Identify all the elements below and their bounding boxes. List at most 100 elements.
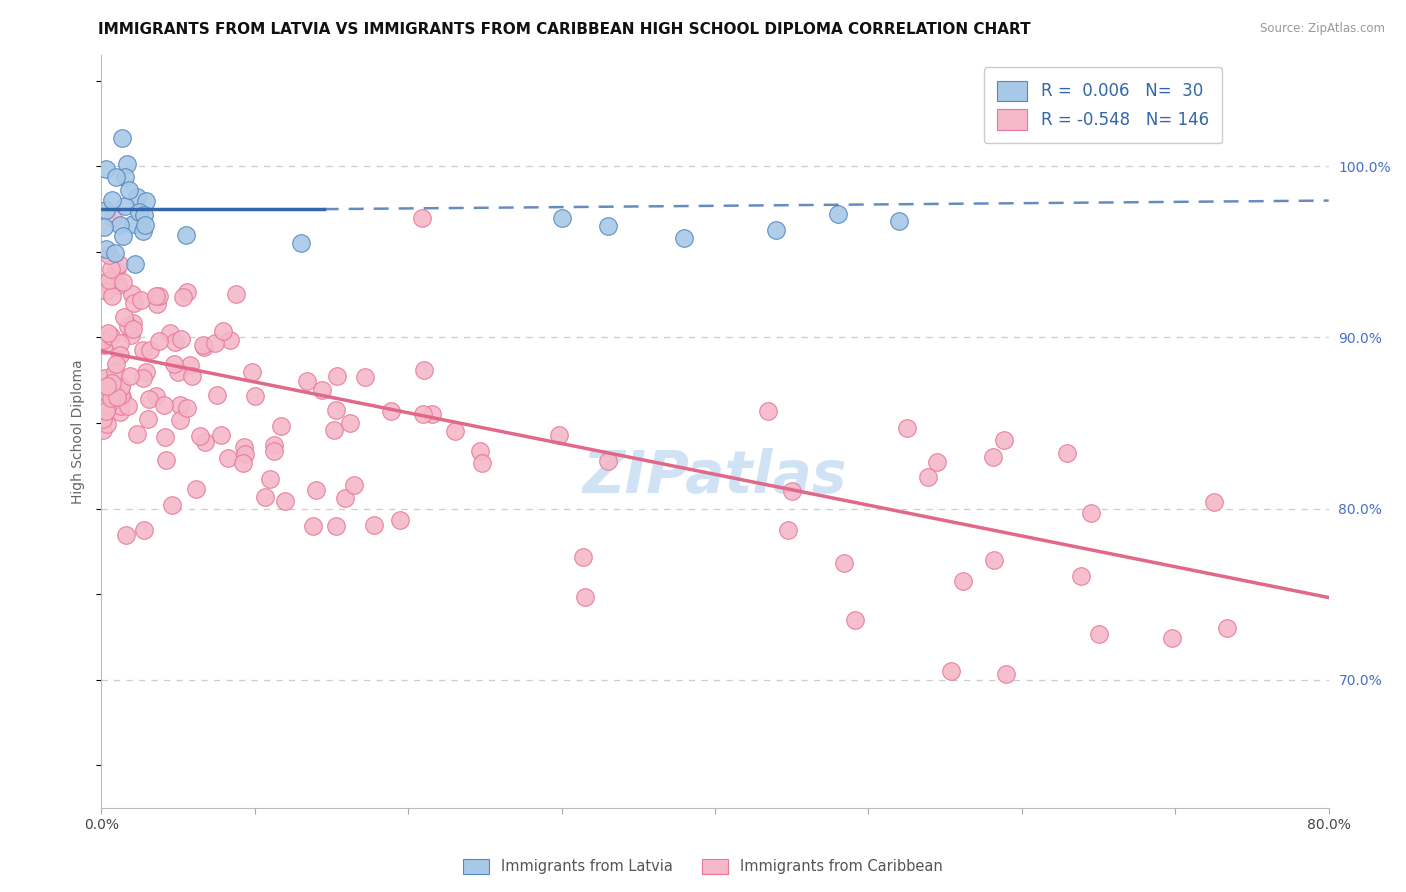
Point — [887, 214, 910, 228]
Point — [245, 389, 267, 403]
Point — [323, 423, 346, 437]
Point — [174, 227, 197, 242]
Point — [94, 242, 117, 256]
Point — [333, 491, 356, 506]
Point — [181, 369, 204, 384]
Point — [110, 379, 132, 393]
Point — [122, 316, 145, 330]
Point — [212, 325, 235, 339]
Point — [188, 429, 211, 443]
Point — [107, 277, 129, 292]
Point — [93, 423, 115, 437]
Point — [100, 328, 122, 343]
Point — [981, 450, 1004, 464]
Point — [983, 553, 1005, 567]
Point — [596, 219, 619, 234]
Y-axis label: High School Diploma: High School Diploma — [72, 359, 86, 504]
Point — [572, 549, 595, 564]
Point — [193, 340, 215, 354]
Point — [129, 293, 152, 308]
Point — [259, 472, 281, 486]
Point — [101, 211, 124, 225]
Point — [135, 365, 157, 379]
Point — [104, 169, 127, 184]
Point — [470, 443, 492, 458]
Point — [166, 365, 188, 379]
Point — [120, 327, 142, 342]
Point — [240, 365, 263, 379]
Point — [1216, 621, 1239, 635]
Point — [844, 613, 866, 627]
Point — [169, 413, 191, 427]
Point — [108, 405, 131, 419]
Point — [160, 499, 183, 513]
Point — [122, 218, 145, 232]
Point — [94, 285, 117, 299]
Point — [122, 295, 145, 310]
Point — [302, 519, 325, 533]
Point — [325, 519, 347, 533]
Point — [127, 426, 149, 441]
Point — [108, 336, 131, 351]
Point — [204, 336, 226, 351]
Text: ZIPatlas: ZIPatlas — [582, 449, 848, 505]
Point — [263, 444, 285, 458]
Point — [756, 404, 779, 418]
Point — [139, 343, 162, 358]
Legend: R =  0.006   N=  30, R = -0.548   N= 146: R = 0.006 N= 30, R = -0.548 N= 146 — [984, 67, 1222, 143]
Point — [110, 399, 132, 413]
Point — [159, 326, 181, 341]
Point — [471, 457, 494, 471]
Point — [225, 287, 247, 301]
Point — [94, 161, 117, 176]
Point — [1070, 568, 1092, 582]
Point — [145, 389, 167, 403]
Point — [218, 334, 240, 348]
Point — [193, 337, 215, 351]
Point — [101, 194, 124, 208]
Point — [118, 183, 141, 197]
Point — [176, 401, 198, 415]
Legend: Immigrants from Latvia, Immigrants from Caribbean: Immigrants from Latvia, Immigrants from … — [457, 853, 949, 880]
Point — [263, 437, 285, 451]
Point — [132, 523, 155, 537]
Point — [550, 211, 572, 225]
Point — [184, 482, 207, 496]
Point — [176, 285, 198, 299]
Point — [295, 375, 318, 389]
Point — [343, 478, 366, 492]
Point — [105, 390, 128, 404]
Point — [94, 371, 117, 385]
Point — [765, 222, 787, 236]
Point — [574, 590, 596, 604]
Point — [108, 218, 131, 232]
Point — [194, 435, 217, 450]
Point — [112, 310, 135, 324]
Point — [111, 390, 134, 404]
Point — [1202, 495, 1225, 509]
Point — [104, 264, 127, 278]
Point — [108, 347, 131, 361]
Point — [114, 170, 136, 185]
Point — [233, 440, 256, 454]
Point — [274, 493, 297, 508]
Point — [1160, 631, 1182, 645]
Point — [827, 207, 849, 221]
Point — [917, 469, 939, 483]
Point — [114, 527, 136, 541]
Point — [325, 403, 347, 417]
Point — [209, 427, 232, 442]
Point — [152, 398, 174, 412]
Point — [127, 190, 149, 204]
Text: IMMIGRANTS FROM LATVIA VS IMMIGRANTS FROM CARIBBEAN HIGH SCHOOL DIPLOMA CORRELAT: IMMIGRANTS FROM LATVIA VS IMMIGRANTS FRO… — [98, 22, 1031, 37]
Point — [834, 556, 856, 570]
Point — [136, 412, 159, 426]
Point — [111, 229, 134, 244]
Point — [98, 273, 121, 287]
Point — [363, 518, 385, 533]
Point — [114, 199, 136, 213]
Point — [146, 297, 169, 311]
Point — [993, 433, 1015, 447]
Point — [217, 450, 239, 465]
Point — [145, 288, 167, 302]
